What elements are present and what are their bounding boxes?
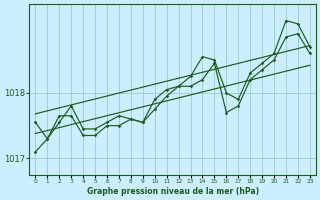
X-axis label: Graphe pression niveau de la mer (hPa): Graphe pression niveau de la mer (hPa) xyxy=(87,187,259,196)
